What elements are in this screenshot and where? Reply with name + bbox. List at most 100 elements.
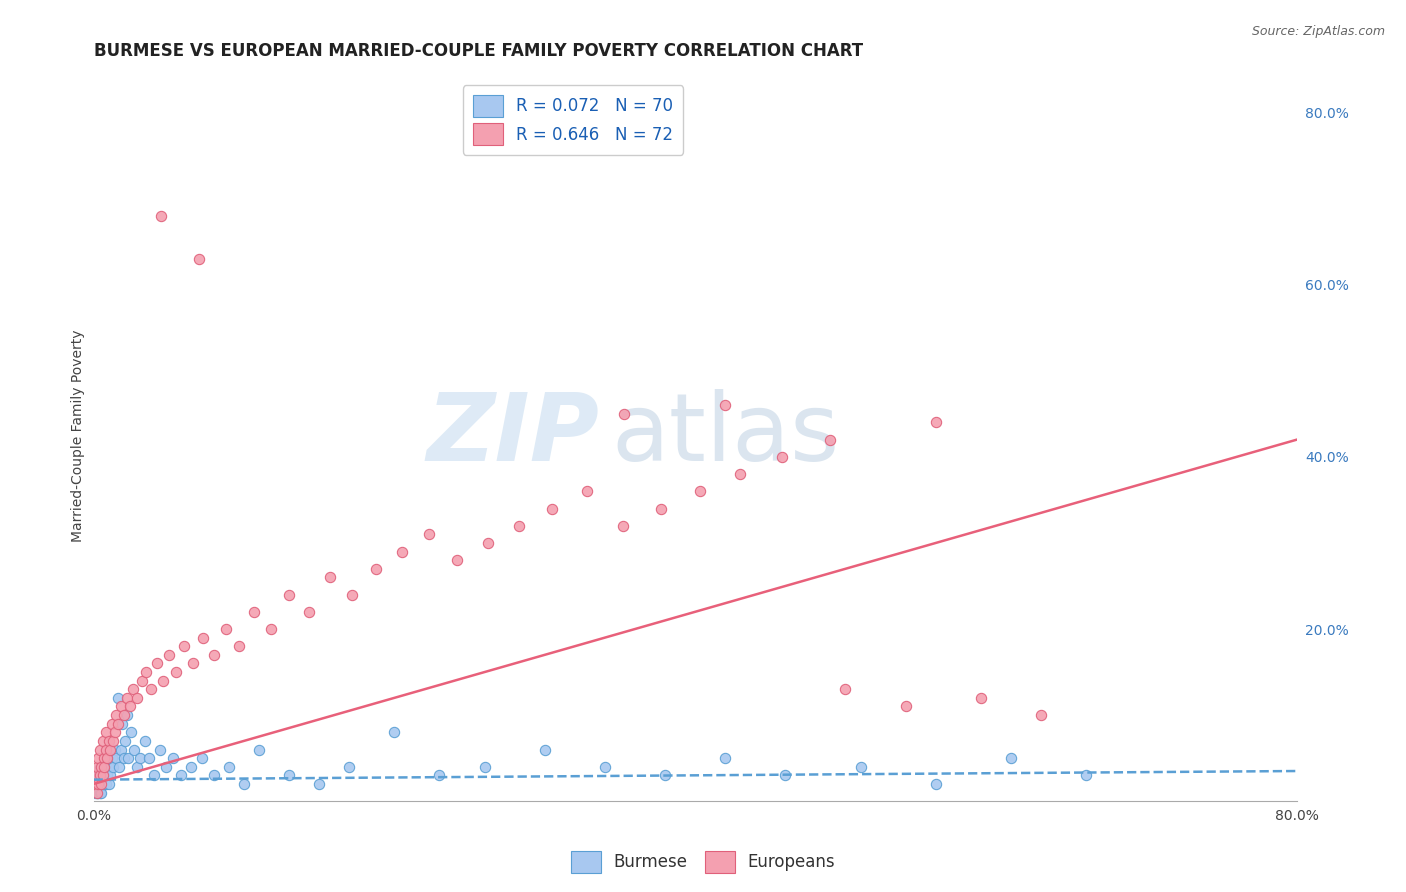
Point xyxy=(110,699,132,714)
Point xyxy=(391,544,413,558)
Point xyxy=(86,760,108,774)
Point xyxy=(86,785,108,799)
Point xyxy=(138,751,160,765)
Point xyxy=(105,708,128,723)
Point xyxy=(89,785,111,799)
Legend: Burmese, Europeans: Burmese, Europeans xyxy=(564,845,842,880)
Text: Source: ZipAtlas.com: Source: ZipAtlas.com xyxy=(1251,25,1385,38)
Point xyxy=(87,777,110,791)
Point xyxy=(121,682,143,697)
Point xyxy=(149,742,172,756)
Point xyxy=(180,760,202,774)
Point xyxy=(247,742,270,756)
Point xyxy=(187,252,209,266)
Point xyxy=(366,562,388,576)
Point xyxy=(218,760,240,774)
Point xyxy=(474,760,496,774)
Point xyxy=(342,588,364,602)
Point xyxy=(728,467,751,482)
Point xyxy=(429,768,451,782)
Point xyxy=(105,751,128,765)
Point xyxy=(162,751,184,765)
Point xyxy=(297,605,319,619)
Point xyxy=(165,665,187,679)
Point xyxy=(820,433,842,447)
Point xyxy=(89,777,111,791)
Point xyxy=(96,768,118,782)
Point xyxy=(112,708,135,723)
Point xyxy=(122,742,145,756)
Point xyxy=(170,768,193,782)
Point xyxy=(91,760,114,774)
Point xyxy=(1000,751,1022,765)
Point xyxy=(107,716,129,731)
Point xyxy=(104,742,127,756)
Point xyxy=(84,768,107,782)
Point xyxy=(970,690,993,705)
Point xyxy=(173,639,195,653)
Point xyxy=(100,751,122,765)
Point xyxy=(382,725,405,739)
Point xyxy=(155,760,177,774)
Point xyxy=(689,484,711,499)
Point xyxy=(107,690,129,705)
Legend: R = 0.072   N = 70, R = 0.646   N = 72: R = 0.072 N = 70, R = 0.646 N = 72 xyxy=(463,86,683,155)
Point xyxy=(91,768,114,782)
Point xyxy=(87,751,110,765)
Point xyxy=(87,777,110,791)
Point xyxy=(446,553,468,567)
Point xyxy=(260,622,283,636)
Point xyxy=(150,209,173,223)
Point xyxy=(613,407,636,421)
Point xyxy=(770,450,793,464)
Point xyxy=(1029,708,1052,723)
Point xyxy=(96,751,118,765)
Point xyxy=(104,725,127,739)
Point xyxy=(94,742,117,756)
Point xyxy=(191,751,214,765)
Point xyxy=(477,536,499,550)
Point xyxy=(593,760,616,774)
Point xyxy=(110,742,132,756)
Point xyxy=(90,785,112,799)
Point xyxy=(98,742,121,756)
Point xyxy=(94,725,117,739)
Point xyxy=(84,785,107,799)
Point xyxy=(115,690,138,705)
Point xyxy=(97,734,120,748)
Text: BURMESE VS EUROPEAN MARRIED-COUPLE FAMILY POVERTY CORRELATION CHART: BURMESE VS EUROPEAN MARRIED-COUPLE FAMIL… xyxy=(94,42,863,60)
Point xyxy=(127,760,149,774)
Point xyxy=(308,777,330,791)
Point xyxy=(318,570,340,584)
Point xyxy=(97,760,120,774)
Point xyxy=(193,631,215,645)
Point xyxy=(93,768,115,782)
Point xyxy=(86,785,108,799)
Point xyxy=(94,760,117,774)
Point xyxy=(117,751,139,765)
Point xyxy=(84,777,107,791)
Point xyxy=(93,777,115,791)
Point xyxy=(145,657,167,671)
Point xyxy=(94,777,117,791)
Point xyxy=(115,708,138,723)
Point xyxy=(134,734,156,748)
Point xyxy=(418,527,440,541)
Point xyxy=(243,605,266,619)
Point xyxy=(114,734,136,748)
Point xyxy=(612,518,634,533)
Point xyxy=(1074,768,1097,782)
Y-axis label: Married-Couple Family Poverty: Married-Couple Family Poverty xyxy=(72,329,86,541)
Point xyxy=(337,760,360,774)
Point xyxy=(98,768,121,782)
Point xyxy=(139,682,162,697)
Text: atlas: atlas xyxy=(610,390,839,482)
Point xyxy=(111,716,134,731)
Point xyxy=(541,501,564,516)
Point xyxy=(228,639,250,653)
Point xyxy=(90,777,112,791)
Point xyxy=(202,768,225,782)
Point xyxy=(925,416,948,430)
Point xyxy=(84,777,107,791)
Point xyxy=(91,777,114,791)
